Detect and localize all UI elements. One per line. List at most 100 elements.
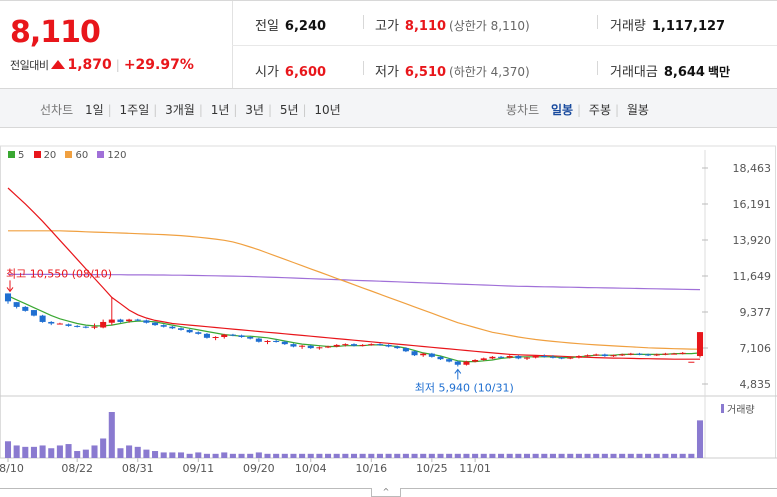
y-tick-label: 13,920 <box>733 234 772 247</box>
candle <box>342 344 349 346</box>
volume-bar <box>307 453 314 458</box>
candle <box>636 353 643 355</box>
candle-weekly[interactable]: 주봉 <box>588 103 612 117</box>
change-percent: +29.97% <box>123 57 194 73</box>
candle <box>82 326 89 328</box>
candle <box>688 361 695 363</box>
volume-bar <box>567 453 574 458</box>
volume-bar <box>333 453 340 458</box>
candle <box>74 325 81 327</box>
stat-prev: 전일 6,240 <box>255 15 326 34</box>
candle-monthly[interactable]: 월봉 <box>626 103 649 117</box>
candle <box>394 346 401 349</box>
x-tick-label: 09/11 <box>182 462 214 475</box>
volume-bar <box>108 412 115 458</box>
candle <box>152 322 159 326</box>
period-10y[interactable]: 10년 <box>314 103 341 117</box>
volume-label: 거래량 <box>727 404 755 416</box>
candle <box>498 356 505 358</box>
volume-bar <box>627 453 634 458</box>
candle <box>134 319 141 321</box>
volume-bar <box>696 420 704 458</box>
x-tick-label: 10/04 <box>295 462 327 475</box>
volume-bar <box>160 452 167 458</box>
stat-volume: 거래량 1,117,127 <box>610 15 725 34</box>
candle <box>229 334 236 336</box>
candle <box>480 358 487 360</box>
volume-bar <box>376 453 383 458</box>
amount-unit: 백만 <box>707 65 731 79</box>
price-box: 8,110 전일대비 1,870 | +29.97% <box>0 1 233 89</box>
candle <box>567 357 574 359</box>
volume-bar <box>575 453 582 458</box>
candle <box>541 356 548 358</box>
candle <box>558 357 565 359</box>
volume-bar <box>446 453 453 458</box>
volume-bar <box>385 453 392 458</box>
candle <box>56 323 63 325</box>
candle <box>4 293 12 302</box>
candle <box>463 361 470 365</box>
volume-bar <box>152 451 159 458</box>
volume-bar <box>100 438 107 458</box>
candle-daily[interactable]: 일봉 <box>550 103 574 117</box>
candle <box>454 361 461 365</box>
period-3m[interactable]: 3개월 <box>165 103 195 117</box>
volume-bar <box>186 453 193 458</box>
y-tick-label: 16,191 <box>733 198 772 211</box>
period-5y[interactable]: 5년 <box>279 103 299 117</box>
volume-bar <box>619 453 626 458</box>
candle <box>108 319 115 323</box>
high-arrowhead <box>6 287 14 293</box>
legend-ma5: 5 <box>8 150 24 161</box>
volume-bar <box>247 453 254 458</box>
x-tick-label: 08/22 <box>61 462 93 475</box>
candle <box>575 356 582 358</box>
volume-bar <box>325 453 332 458</box>
high-label: 고가 <box>375 19 399 34</box>
candle <box>359 344 366 346</box>
x-tick-label: 08/10 <box>0 462 24 475</box>
stats-divider <box>232 45 777 46</box>
volume-bar <box>420 453 427 458</box>
x-tick-label: 10/25 <box>416 462 448 475</box>
candle <box>100 321 107 328</box>
amount-label: 거래대금 <box>610 65 658 80</box>
volume-bar <box>195 452 202 458</box>
volume-bar <box>671 453 678 458</box>
volume-bar <box>82 449 89 458</box>
candle <box>143 320 150 323</box>
volume-bar <box>126 445 133 458</box>
volume-legend-swatch <box>721 404 724 413</box>
volume-bar <box>117 448 124 458</box>
volume-bar <box>368 453 375 458</box>
period-1y[interactable]: 1년 <box>210 103 230 117</box>
candle <box>333 344 340 347</box>
low-label: 저가 <box>375 65 399 80</box>
volume-bar <box>143 449 150 458</box>
volume-bar <box>679 453 686 458</box>
period-1d[interactable]: 1일 <box>84 103 104 117</box>
volume-bar <box>653 453 660 458</box>
candle <box>186 329 193 333</box>
candle <box>584 355 591 357</box>
candle <box>177 328 185 330</box>
volume-bar <box>515 453 522 458</box>
candle <box>264 340 271 342</box>
divider <box>363 61 364 75</box>
change-label: 전일대비 <box>10 59 49 72</box>
candle <box>238 335 245 338</box>
candle <box>368 344 375 346</box>
volume-bar <box>264 453 271 458</box>
candle <box>281 341 288 345</box>
volume-bar <box>498 453 505 458</box>
period-3y[interactable]: 3년 <box>245 103 264 117</box>
volume-bar <box>255 452 262 458</box>
candle <box>212 337 219 339</box>
prev-label: 전일 <box>255 19 279 34</box>
volume-bar <box>221 452 228 458</box>
candle <box>402 348 409 352</box>
period-1w[interactable]: 1주일 <box>119 103 150 117</box>
candle <box>273 340 280 342</box>
